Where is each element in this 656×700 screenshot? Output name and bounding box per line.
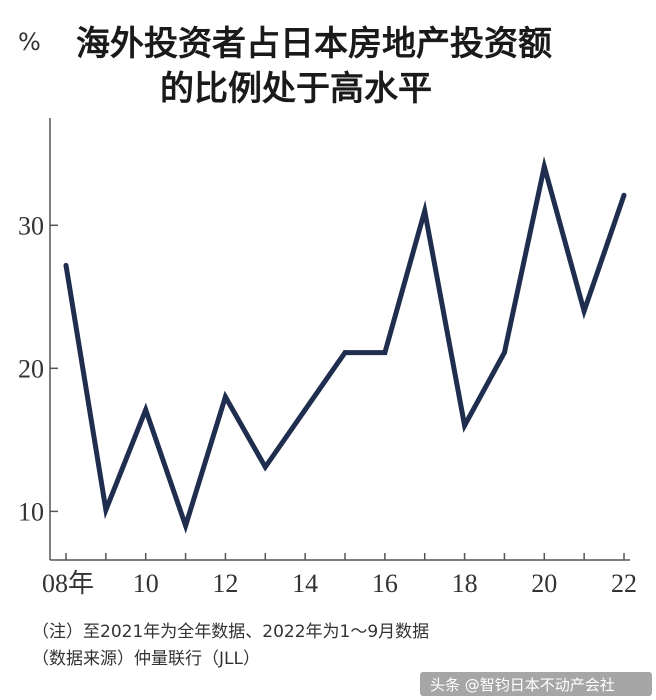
chart-title-line1: 海外投资者占日本房地产投资额 xyxy=(76,24,552,64)
data-point xyxy=(262,464,268,470)
data-point xyxy=(63,262,69,268)
y-unit-label: % xyxy=(18,28,41,56)
x-ticks: 08年 10 12 14 16 18 20 22 xyxy=(42,553,637,598)
note-line-2: （数据来源）仲量联行（JLL） xyxy=(32,649,260,669)
data-point xyxy=(422,208,428,214)
data-point xyxy=(382,350,388,356)
x-tick-label: 18 xyxy=(452,569,478,598)
data-point xyxy=(462,423,468,429)
y-tick-label: 20 xyxy=(18,354,44,383)
data-point xyxy=(621,192,627,198)
y-tick-label: 10 xyxy=(18,497,44,526)
data-point xyxy=(302,407,308,413)
data-points xyxy=(63,164,627,529)
x-tick-label: 20 xyxy=(531,569,557,598)
watermark-background xyxy=(420,672,652,696)
data-point xyxy=(501,350,507,356)
data-point xyxy=(103,507,109,513)
x-tick-label: 12 xyxy=(212,569,238,598)
series-line xyxy=(63,156,627,534)
watermark-text: 头条 @智钧日本不动产会社 xyxy=(430,676,615,694)
data-point xyxy=(222,394,228,400)
x-tick-label: 16 xyxy=(372,569,398,598)
data-point xyxy=(342,350,348,356)
x-tick-label: 08年 xyxy=(42,569,94,598)
data-point xyxy=(183,523,189,529)
x-tick-label: 14 xyxy=(292,569,318,598)
y-ticks: 10 20 30 xyxy=(18,211,58,526)
chart-title-line2: 的比例处于高水平 xyxy=(160,69,432,109)
x-tick-label: 10 xyxy=(133,569,159,598)
y-tick-label: 30 xyxy=(18,211,44,240)
x-tick-label: 22 xyxy=(611,569,637,598)
note-line-1: （注）至2021年为全年数据、2022年为1～9月数据 xyxy=(32,622,429,642)
data-point xyxy=(143,407,149,413)
data-point xyxy=(541,164,547,170)
data-point xyxy=(581,308,587,314)
